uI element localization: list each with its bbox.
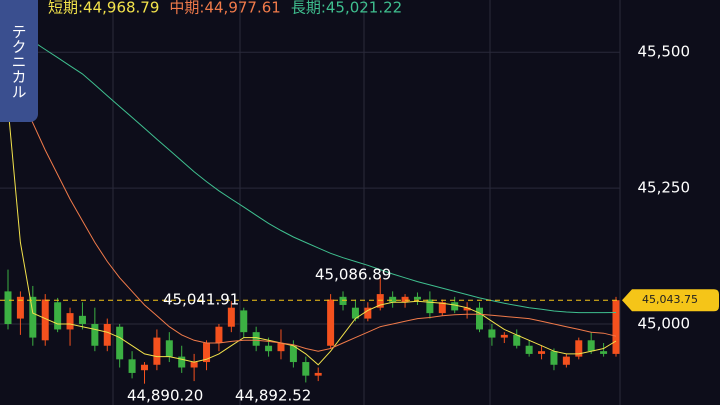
- candle-body: [476, 307, 484, 330]
- annotation: 45,041.91: [163, 291, 239, 309]
- candle-body: [488, 329, 496, 338]
- candle-body: [302, 362, 310, 376]
- candle-body: [140, 364, 148, 371]
- ma-line: [7, 62, 617, 352]
- candle-body: [41, 299, 49, 341]
- candle-body: [438, 302, 446, 314]
- candle-body: [500, 334, 508, 338]
- candle-body: [103, 324, 111, 346]
- price-tag: [622, 289, 719, 312]
- candle-body: [116, 326, 124, 360]
- candle-body: [463, 307, 471, 311]
- ma-line: [7, 106, 617, 366]
- candle-body: [215, 326, 223, 344]
- candle-body: [128, 359, 136, 373]
- technical-tab[interactable]: テクニカル: [0, 0, 38, 122]
- annotation: 44,892.52: [235, 387, 311, 405]
- candle-body: [16, 296, 24, 319]
- legend-entry: 中期:44,977.61: [169, 0, 280, 17]
- candle-body: [314, 372, 322, 376]
- price-tag-label: 45,043.75: [642, 293, 698, 306]
- candle-body: [227, 307, 235, 327]
- candle-body: [513, 334, 521, 346]
- y-tick-label: 45,000: [638, 315, 691, 333]
- candle-body: [426, 299, 434, 314]
- candle-body: [165, 340, 173, 357]
- candle-body: [364, 307, 372, 319]
- candle-body: [66, 313, 74, 330]
- candle-body: [538, 351, 546, 354]
- candle-body: [240, 310, 248, 333]
- candle-body: [600, 351, 608, 354]
- candle-body: [190, 362, 198, 368]
- candle-body: [178, 356, 186, 368]
- candle-body: [78, 315, 86, 324]
- candle-body: [575, 340, 583, 357]
- candle-body: [289, 345, 297, 363]
- candle-body: [203, 343, 211, 363]
- candle-body: [401, 296, 409, 303]
- candle-body: [413, 296, 421, 300]
- y-tick-label: 45,500: [638, 43, 691, 61]
- candle-body: [54, 302, 62, 330]
- candle-body: [29, 296, 37, 338]
- candle-body: [562, 356, 570, 365]
- annotation: 44,890.20: [127, 387, 203, 405]
- annotation: 45,086.89: [315, 266, 391, 284]
- candle-body: [339, 296, 347, 305]
- candle-body: [451, 302, 459, 311]
- candle-body: [389, 296, 397, 303]
- candle-body: [351, 307, 359, 319]
- candle-body: [327, 299, 335, 346]
- candle-body: [525, 345, 533, 354]
- candle-body: [252, 332, 260, 346]
- candle-body: [277, 343, 285, 352]
- candle-body: [4, 291, 12, 324]
- candle-body: [91, 324, 99, 346]
- candle-body: [265, 345, 273, 352]
- candle-body: [587, 340, 595, 352]
- y-tick-label: 45,250: [638, 179, 691, 197]
- candle-body: [153, 337, 161, 365]
- legend-entry: 長期:45,021.22: [291, 0, 402, 17]
- legend-entry: 短期:44,968.79: [48, 0, 159, 17]
- candle-body: [550, 351, 558, 365]
- ma-line: [7, 24, 617, 314]
- candle-body: [612, 300, 620, 354]
- candle-body: [376, 294, 384, 308]
